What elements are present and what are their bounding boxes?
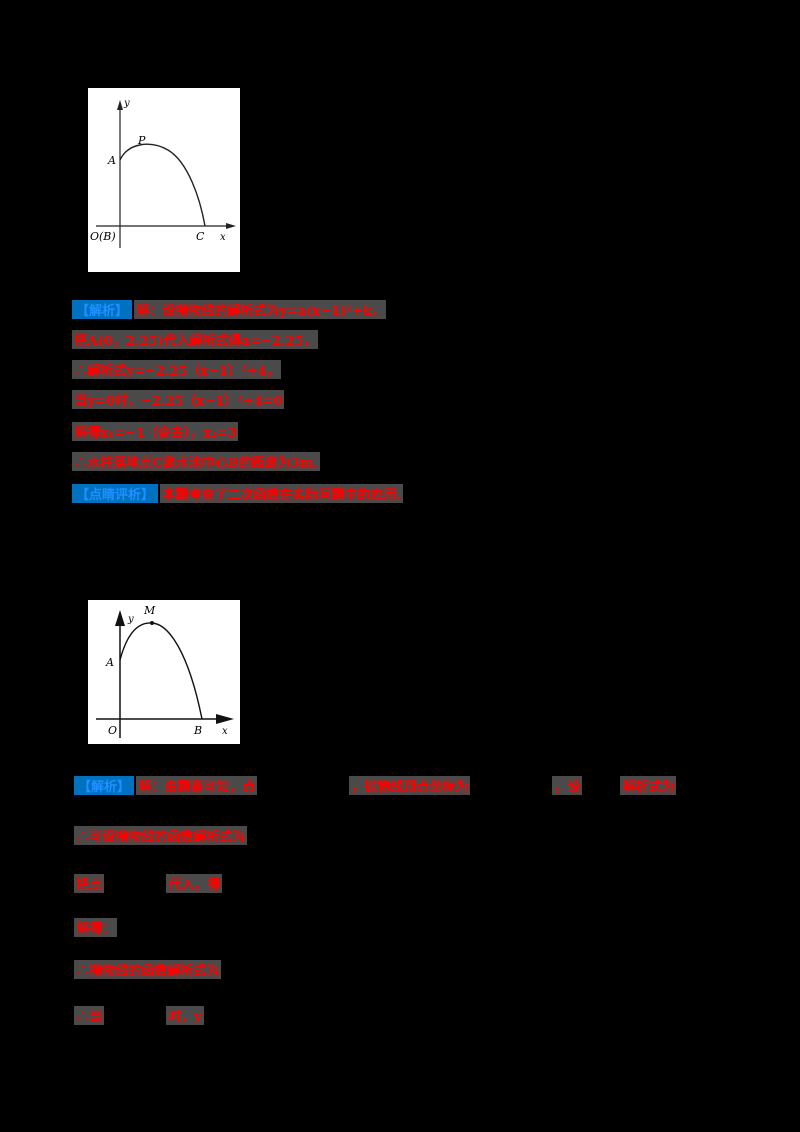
solution2-line-5: ∴抛物线的函数解析式为	[74, 958, 373, 980]
point-label-m: M	[143, 604, 156, 617]
analysis-tag: 【解析】	[72, 299, 133, 319]
axis-label-y: y	[123, 98, 130, 109]
point-label-a: A	[105, 656, 114, 669]
solution1-line-4: 当y=0时，−2.25（x−1）²+4=0	[72, 388, 285, 410]
solution1-note: 【点睛评析】 本题考查了二次函数在实际问题中的应用.	[72, 482, 403, 504]
parabola-graph-1: y P A O(B) C x	[90, 98, 236, 248]
point-label-a: A	[107, 154, 116, 167]
point-label-c: C	[196, 230, 205, 243]
solution1-line-1: 【解析】 解：设抛物线的解析式为y=a(x−1)²+k，	[72, 298, 387, 320]
solution2-line-2: ∴可设抛物线的函数解析式为	[74, 824, 429, 846]
axis-label-x: x	[222, 726, 228, 737]
solution2-line-1: 【解析】 解：由题意可知，点 ，抛物线顶点坐标为 ，设 解析式为	[74, 774, 677, 796]
solution1-line-3: ∴解析式y=−2.25（x−1）²+4，	[72, 358, 282, 380]
axis-label-y: y	[127, 614, 134, 625]
origin-label: O	[108, 724, 117, 737]
axis-label-x: x	[220, 232, 226, 243]
analysis-tag-2: 【解析】	[74, 775, 135, 795]
comment-tag: 【点睛评析】	[72, 483, 159, 503]
solution2-line-3: 把点 代入，得	[74, 872, 344, 894]
origin-label: O(B)	[90, 230, 116, 243]
figure-parabola-2: y M A O B x	[88, 600, 240, 744]
solution1-line-5: 解得x₁=−1（舍去），x₂=3	[72, 420, 239, 442]
solution1-line-2: 把A(0，2.25)代入解析式得a=−2.25，	[72, 328, 318, 350]
figure-parabola-1: y P A O(B) C x	[88, 88, 240, 272]
solution2-line-4: 解得：	[74, 916, 189, 938]
solution1-line-6: ∴水柱落地点C离水池中心B的距离为3m.	[72, 450, 320, 472]
parabola-graph-2: y M A O B x	[96, 604, 234, 738]
point-label-p: P	[137, 134, 146, 147]
solution2-line-6: ∴当 时，y	[74, 1004, 346, 1026]
point-label-b: B	[193, 724, 202, 737]
